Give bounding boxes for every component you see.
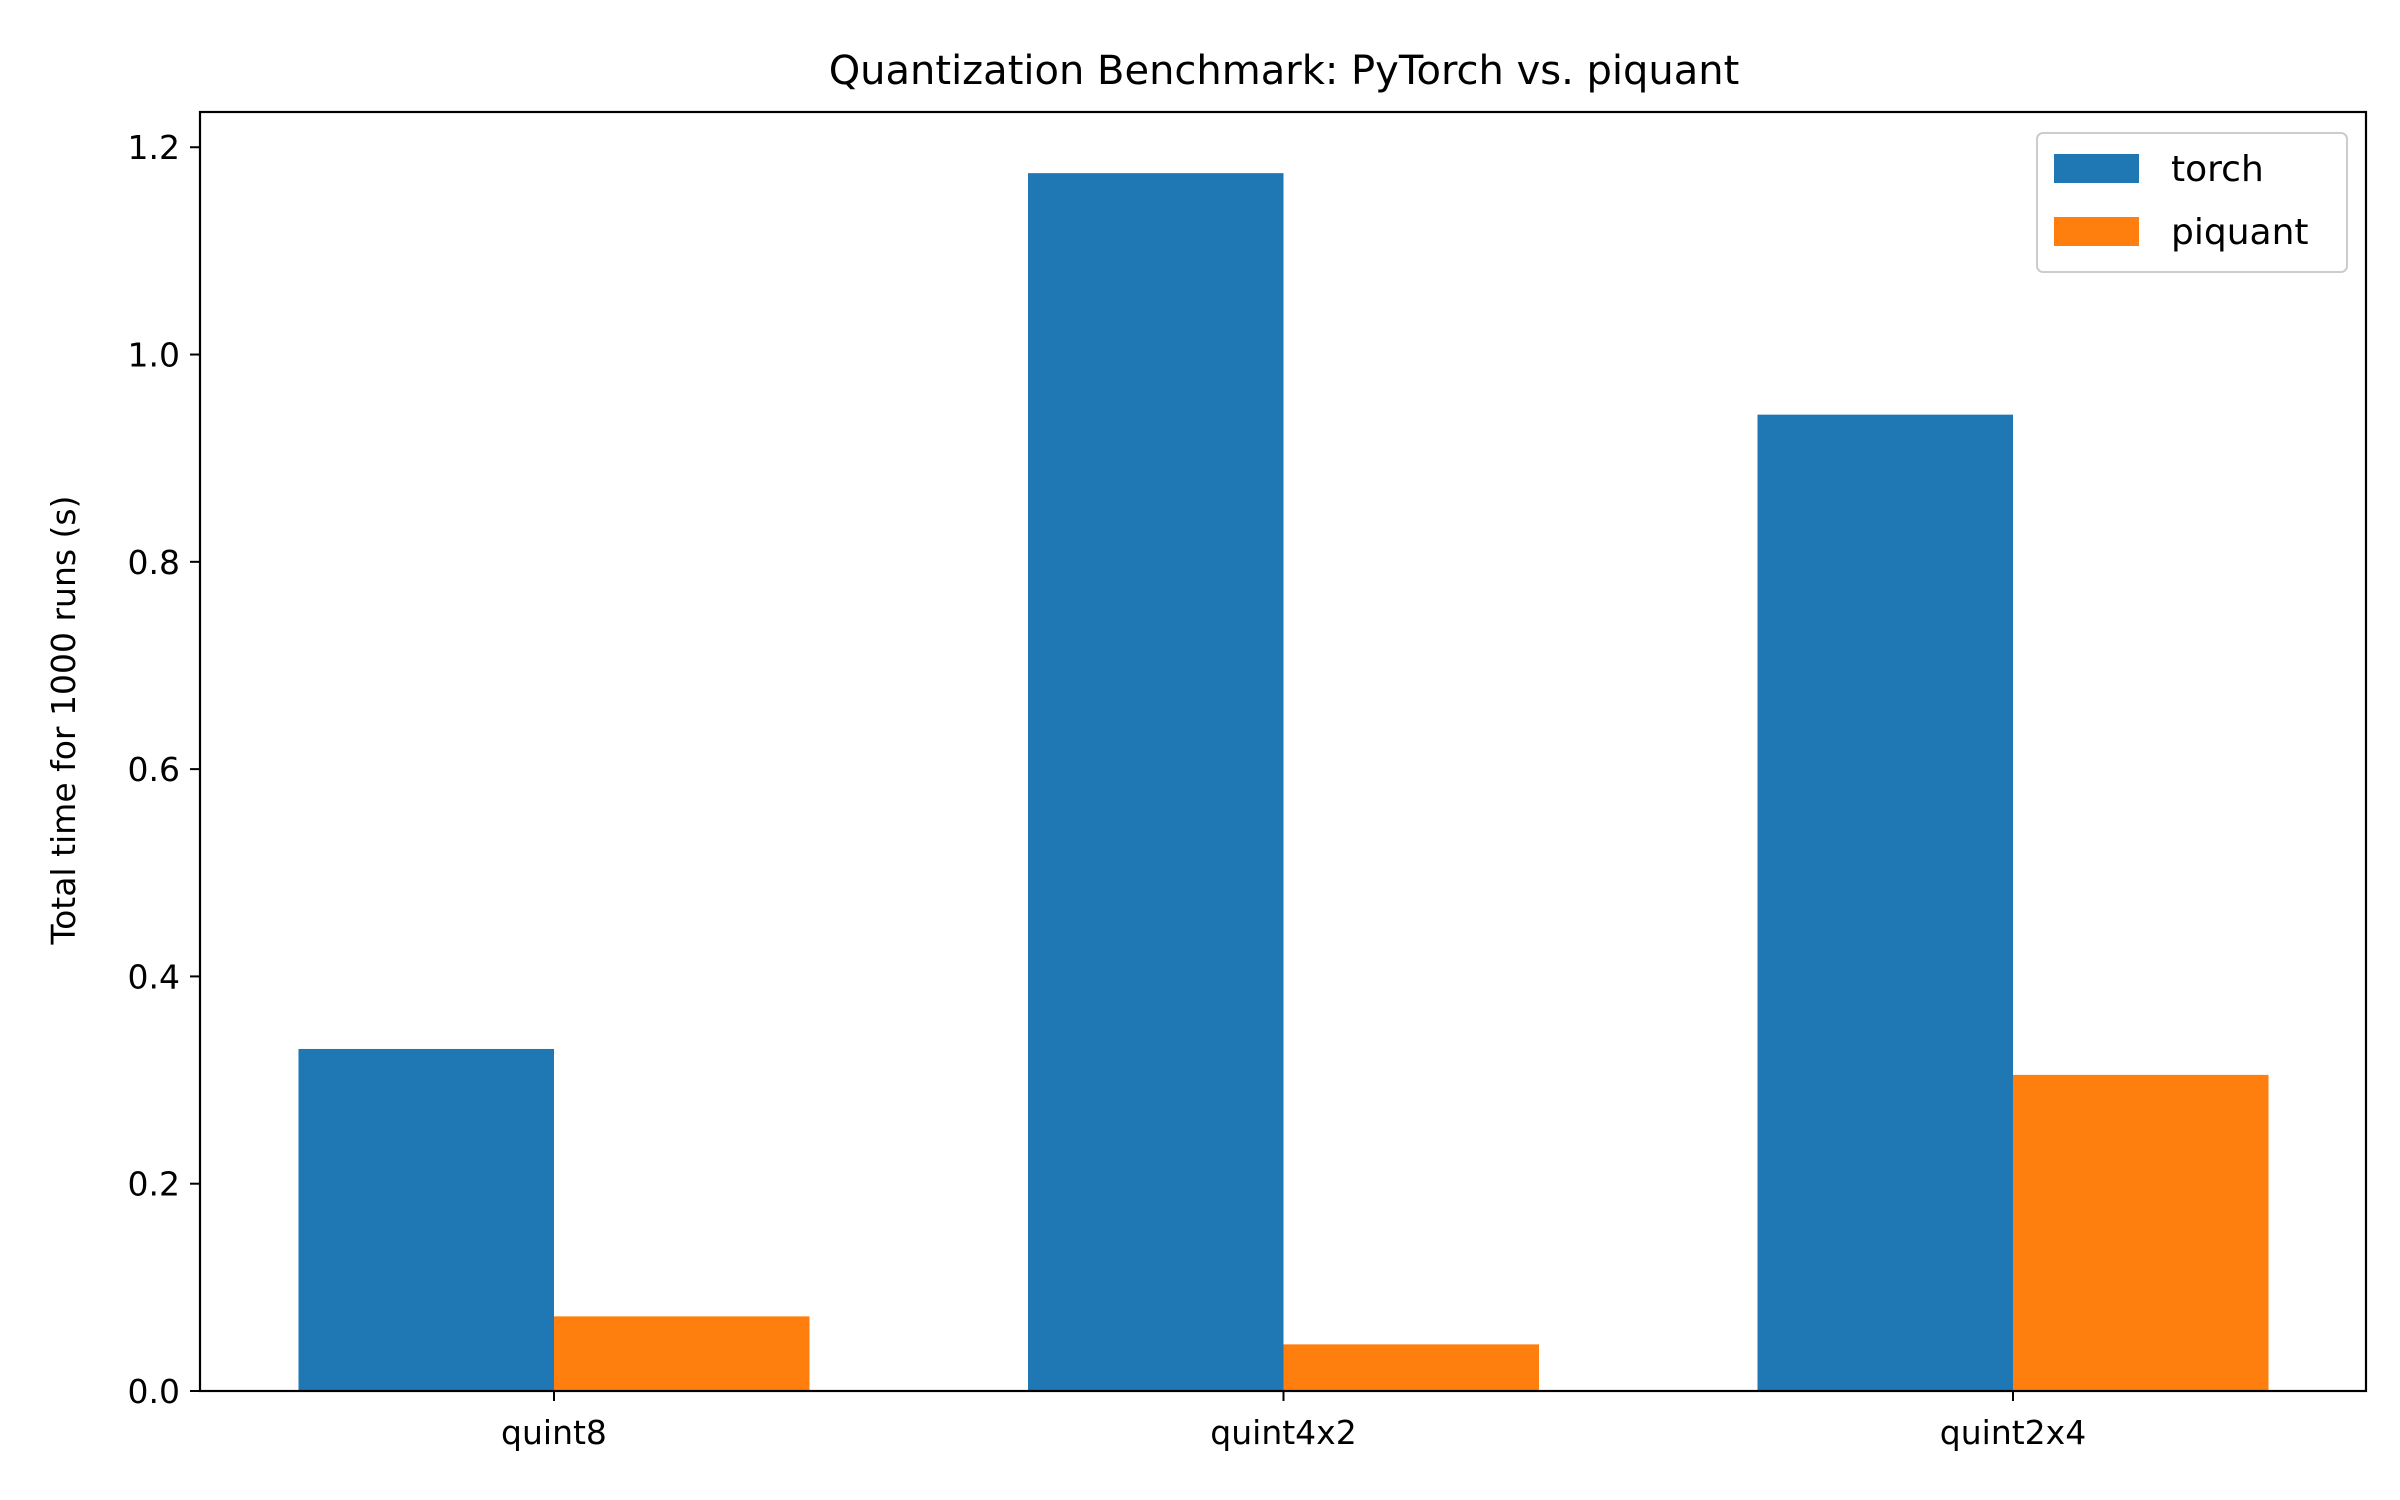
bar-piquant-quint2x4 bbox=[2013, 1074, 2269, 1391]
y-tick-label: 0.6 bbox=[128, 750, 180, 789]
chart-title: Quantization Benchmark: PyTorch vs. piqu… bbox=[829, 48, 1740, 94]
y-tick-label: 0.2 bbox=[128, 1165, 180, 1204]
legend-label-torch: torch bbox=[2171, 149, 2264, 190]
y-tick-label: 0.8 bbox=[128, 543, 180, 582]
bar-torch-quint8 bbox=[298, 1048, 554, 1391]
bar-torch-quint4x2 bbox=[1028, 173, 1284, 1392]
bars-layer bbox=[298, 173, 2269, 1392]
legend-swatch-torch bbox=[2054, 154, 2139, 183]
y-tick-label: 1.0 bbox=[128, 336, 180, 375]
axes-layer: quint8 quint4x2 quint2x4 0.0 0.2 0.4 0.6 0.8 1.0… bbox=[128, 110, 2368, 1452]
x-tick-label: quint2x4 bbox=[1940, 1413, 2086, 1452]
bar-piquant-quint8 bbox=[554, 1316, 810, 1391]
y-axis-label: Total time for 1000 runs (s) bbox=[44, 496, 83, 946]
legend-swatch-piquant bbox=[2054, 217, 2139, 246]
x-tick-label: quint8 bbox=[501, 1413, 607, 1452]
y-tick-label: 1.2 bbox=[128, 128, 180, 167]
bar-torch-quint2x4 bbox=[1757, 414, 2013, 1391]
y-tick-label: 0.4 bbox=[128, 957, 180, 996]
legend-label-piquant: piquant bbox=[2171, 212, 2309, 253]
plot-frame bbox=[198, 110, 2368, 1393]
y-tick-label: 0.0 bbox=[128, 1372, 180, 1411]
x-tick-label: quint4x2 bbox=[1210, 1413, 1356, 1452]
bar-piquant-quint4x2 bbox=[1283, 1344, 1539, 1391]
legend: torch piquant bbox=[2036, 132, 2348, 273]
